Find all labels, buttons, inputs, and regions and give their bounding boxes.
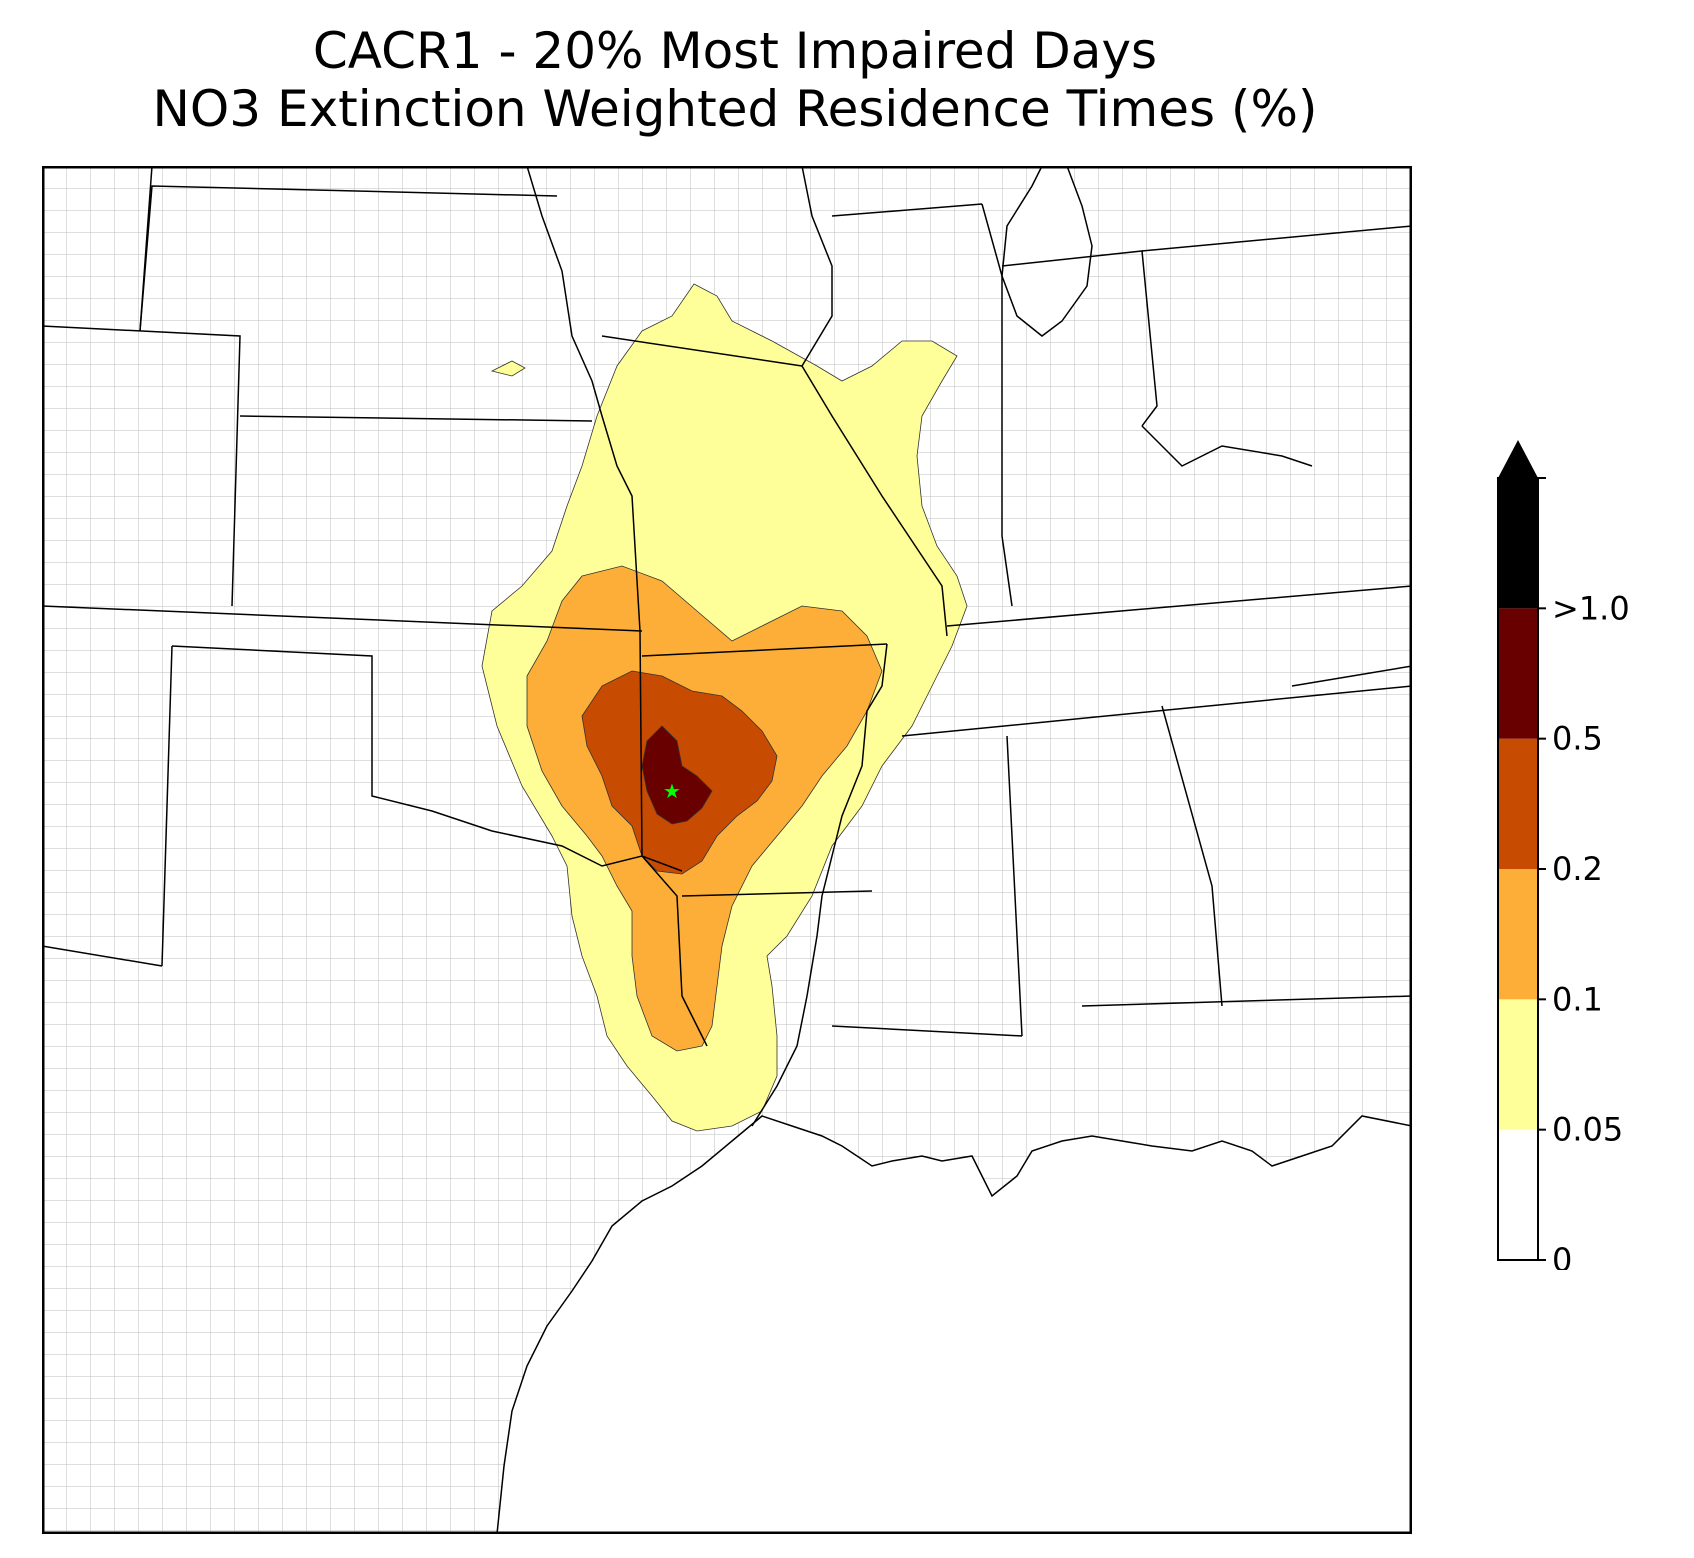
colorbar: 0 0.05 0.1 0.2 0.5 >1.0 (1497, 440, 1630, 1270)
lake-michigan (1001, 166, 1093, 337)
colorbar-tick-label: 0.1 (1552, 980, 1603, 1018)
colorbar-tick-label: 0.5 (1552, 720, 1603, 758)
contour-0.5 (641, 725, 713, 825)
colorbar-tick-label: 0.05 (1552, 1111, 1623, 1149)
colorbar-block (1498, 478, 1538, 609)
colorbar-extend-arrow (1498, 440, 1538, 478)
map-frame (42, 166, 1412, 1534)
colorbar-block (1498, 869, 1538, 1000)
coastline (496, 1115, 1412, 1534)
contour-0.05-island (490, 360, 526, 377)
colorbar-block (1498, 1129, 1538, 1260)
residence-time-map: ★ (42, 166, 1412, 1534)
contour-fills (481, 283, 968, 1132)
colorbar-blocks (1498, 478, 1538, 1260)
site-star-icon: ★ (663, 779, 681, 803)
colorbar-block (1498, 738, 1538, 869)
colorbar-tick-label: >1.0 (1552, 589, 1630, 627)
state-boundaries (42, 166, 1412, 1127)
colorbar-block (1498, 608, 1538, 739)
map-title: CACR1 - 20% Most Impaired Days NO3 Extin… (0, 22, 1470, 138)
colorbar-tick-label: 0 (1552, 1241, 1572, 1270)
map-title-line-1: CACR1 - 20% Most Impaired Days (312, 22, 1158, 80)
colorbar-ticks: 0 0.05 0.1 0.2 0.5 >1.0 (1538, 477, 1630, 1270)
colorbar-block (1498, 999, 1538, 1130)
map-title-line-2: NO3 Extinction Weighted Residence Times … (152, 80, 1318, 138)
colorbar-tick-label: 0.2 (1552, 850, 1603, 888)
